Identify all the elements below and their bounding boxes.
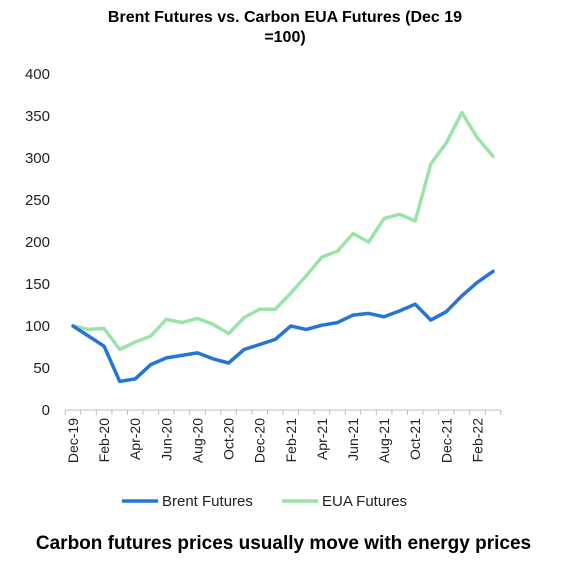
y-tick-label: 250 (25, 192, 50, 209)
chart-title: Brent Futures vs. Carbon EUA Futures (De… (60, 8, 510, 48)
y-tick-label: 100 (25, 318, 50, 335)
series-line-eua-futures (71, 110, 495, 352)
x-tick-label: Feb-22 (469, 418, 485, 463)
chart-title-line-1: Brent Futures vs. Carbon EUA Futures (De… (107, 9, 463, 26)
legend: Brent Futures EUA Futures (122, 493, 407, 510)
chart-title-line-2: =100) (264, 29, 306, 46)
series-line-brent-futures (71, 269, 495, 384)
y-axis: 0 50 100 150 200 250 300 350 400 (25, 66, 50, 419)
x-tick-label: Oct-21 (407, 418, 423, 460)
x-tick-label: Jun-21 (345, 418, 361, 461)
legend-label: EUA Futures (322, 493, 407, 510)
y-tick-label: 400 (25, 66, 50, 83)
x-tick-label: Feb-21 (283, 418, 299, 463)
x-tick-label: Apr-20 (127, 418, 143, 460)
line-chart: 0 50 100 150 200 250 300 350 400 Dec-19 Feb-20 Apr… (25, 66, 502, 510)
y-tick-label: 350 (25, 108, 50, 125)
y-tick-label: 0 (42, 402, 50, 419)
x-tick-label: Aug-21 (376, 418, 392, 463)
x-tick-label: Aug-20 (189, 418, 205, 463)
legend-label: Brent Futures (162, 493, 253, 510)
x-tick-label: Feb-20 (96, 418, 112, 463)
x-axis: Dec-19 Feb-20 Apr-20 Jun-20 Aug-20 Oct-20 Dec-… (64, 409, 502, 463)
x-tick-label: Jun-20 (158, 418, 174, 461)
x-tick-label: Oct-20 (221, 418, 237, 460)
x-tick-label: Dec-19 (65, 418, 81, 463)
x-tick-label: Dec-20 (252, 418, 268, 463)
y-tick-label: 200 (25, 234, 50, 251)
caption: Carbon futures prices usually move with … (35, 533, 532, 554)
x-tick-label: Dec-21 (438, 418, 454, 463)
y-tick-label: 150 (25, 276, 50, 293)
y-tick-label: 300 (25, 150, 50, 167)
y-tick-label: 50 (33, 360, 50, 377)
series-layer (71, 110, 495, 384)
x-tick-label: Apr-21 (314, 418, 330, 460)
